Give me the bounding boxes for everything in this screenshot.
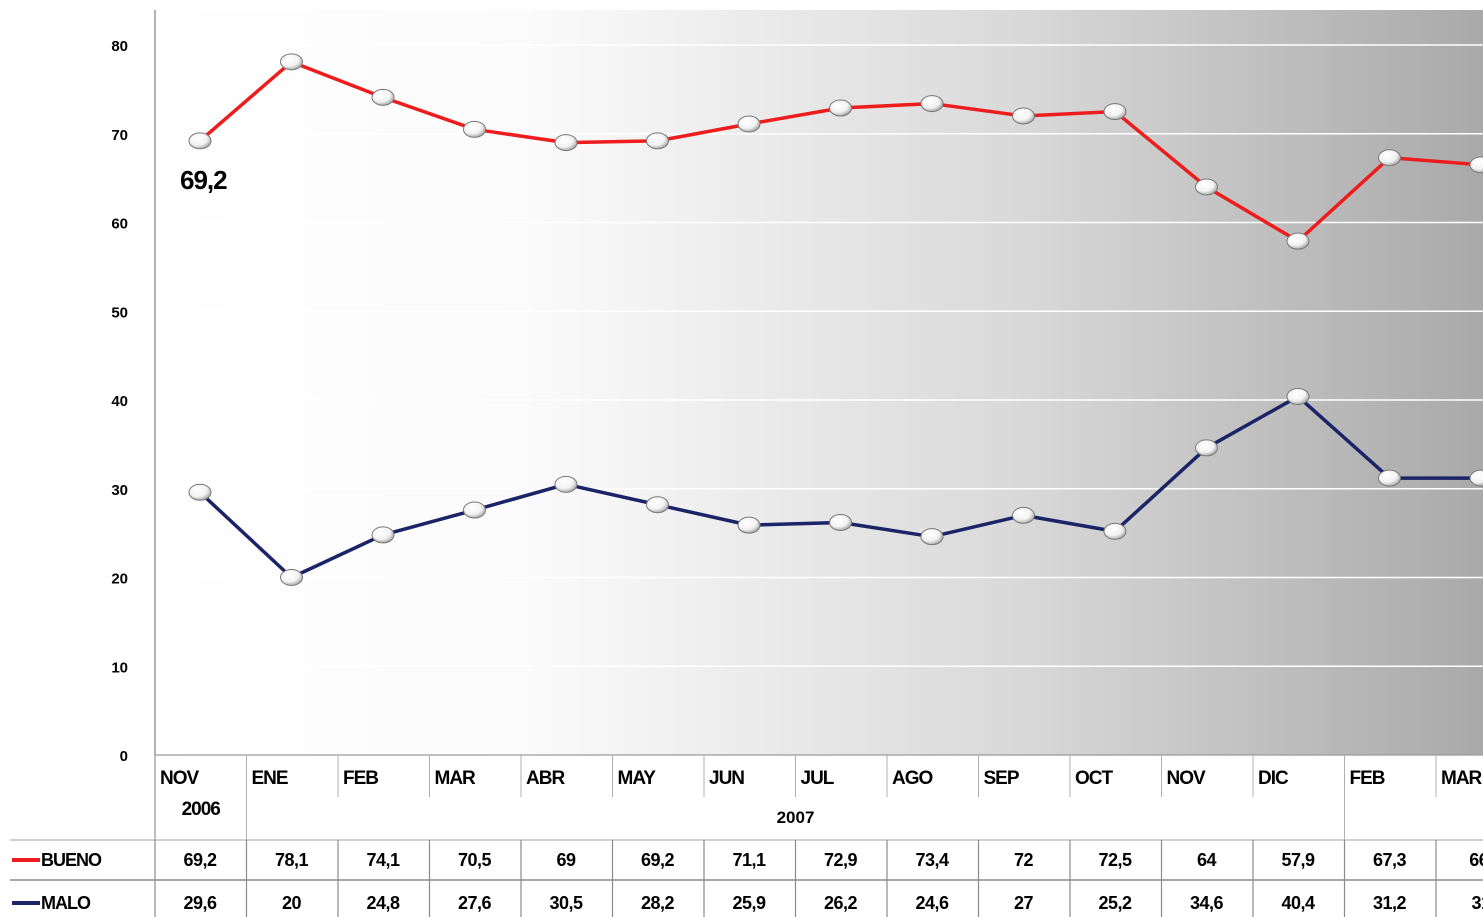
table-cell: 24,8 — [366, 893, 400, 913]
table-cell: 29,6 — [183, 893, 217, 913]
table-cell: 25,2 — [1098, 893, 1132, 913]
category-label: MAR — [1441, 768, 1483, 789]
table-cell: 27,6 — [458, 893, 492, 913]
data-point-bueno — [1195, 178, 1218, 196]
table-cell: 78,1 — [275, 850, 309, 870]
data-point-malo — [371, 526, 395, 544]
series-label-malo: MALO — [41, 893, 91, 913]
data-point-malo — [1012, 506, 1035, 524]
data-point-malo — [646, 496, 669, 514]
data-point-bueno — [1012, 107, 1035, 125]
table-cell: 74,1 — [366, 850, 400, 870]
data-point-bueno — [1469, 156, 1483, 174]
data-point-malo — [1469, 469, 1483, 487]
table-cell: 72,5 — [1098, 850, 1132, 870]
table-cell: 70,5 — [458, 850, 492, 870]
plot-area — [155, 10, 1483, 755]
data-point-bueno — [1378, 149, 1401, 167]
category-label: MAY — [618, 768, 657, 789]
gridlines — [155, 44, 1483, 668]
y-tick-label: 30 — [111, 482, 128, 499]
data-point-malo — [1378, 469, 1401, 487]
data-point-malo — [737, 516, 761, 534]
table-cell: 66, — [1469, 850, 1483, 870]
data-point-bueno — [188, 132, 212, 150]
table-cell: 40,4 — [1281, 893, 1315, 913]
data-point-malo — [554, 475, 578, 493]
table-cell: 28,2 — [641, 893, 675, 913]
table-cell: 67,3 — [1373, 850, 1407, 870]
year-label: 2007 — [777, 808, 815, 827]
y-tick-label: 60 — [111, 216, 128, 233]
y-tick-label: 0 — [120, 748, 128, 765]
category-label: MAR — [435, 768, 477, 789]
table-cell: 34,6 — [1190, 893, 1224, 913]
data-point-bueno — [646, 132, 669, 150]
data-point-bueno — [463, 120, 486, 138]
category-label: AGO — [892, 768, 933, 789]
data-table: NOV ENE FEB MAR ABR MAY JUN JUL AGO SEP OCT NOV DIC F… — [0, 754, 1483, 917]
table-cell: 31 — [1471, 893, 1483, 913]
data-point-bueno — [1103, 103, 1127, 121]
data-point-malo — [1103, 522, 1127, 540]
data-point-malo — [1195, 439, 1218, 457]
data-point-bueno — [371, 88, 395, 106]
y-tick-label: 10 — [111, 659, 128, 676]
start-value-annotation: 69,2 — [180, 165, 227, 195]
data-point-bueno — [829, 99, 852, 117]
year-label: 2006 — [182, 799, 221, 820]
category-label: ENE — [252, 768, 288, 789]
data-point-malo — [280, 569, 303, 586]
table-cell: 73,4 — [915, 850, 949, 870]
data-point-bueno — [920, 95, 944, 113]
y-tick-label: 20 — [111, 571, 128, 588]
table-cell: 69 — [556, 850, 576, 870]
table-cell: 72 — [1014, 850, 1034, 870]
category-label: OCT — [1075, 768, 1114, 789]
table-cell: 27 — [1014, 893, 1034, 913]
table-cell: 24,6 — [915, 893, 949, 913]
table-cell: 69,2 — [183, 850, 217, 870]
category-label: SEP — [984, 768, 1020, 789]
data-point-bueno — [554, 134, 578, 152]
table-cell: 25,9 — [732, 893, 766, 913]
table-cell: 71,1 — [732, 850, 766, 870]
table-cell: 30,5 — [549, 893, 583, 913]
table-cell: 72,9 — [824, 850, 858, 870]
data-point-malo — [829, 513, 852, 531]
y-tick-label: 50 — [111, 304, 128, 321]
category-label: FEB — [343, 768, 378, 789]
y-axis-ticks: 0 10 20 30 40 50 60 70 80 — [111, 38, 128, 765]
data-point-malo — [920, 528, 944, 546]
table-cell: 20 — [282, 893, 302, 913]
category-label: DIC — [1258, 768, 1289, 789]
data-point-bueno — [737, 115, 761, 133]
category-label: NOV — [160, 768, 200, 789]
category-label: NOV — [1167, 768, 1207, 789]
y-tick-label: 40 — [111, 393, 128, 410]
category-label: ABR — [526, 768, 565, 789]
category-label: JUL — [801, 768, 835, 789]
data-point-malo — [188, 483, 212, 501]
table-cell: 26,2 — [824, 893, 858, 913]
series-label-bueno: BUENO — [41, 850, 102, 870]
category-label: FEB — [1350, 768, 1385, 789]
y-tick-label: 80 — [111, 38, 128, 55]
data-point-malo — [463, 501, 486, 519]
table-cell: 57,9 — [1281, 850, 1315, 870]
data-point-bueno — [1286, 232, 1310, 250]
table-cell: 64 — [1197, 850, 1217, 870]
y-tick-label: 70 — [111, 127, 128, 144]
table-cell: 69,2 — [641, 850, 675, 870]
data-point-bueno — [280, 53, 303, 71]
table-cell: 31,2 — [1373, 893, 1407, 913]
series-markers — [188, 53, 1483, 586]
category-label: JUN — [709, 768, 744, 789]
table-background — [0, 840, 1483, 917]
data-point-malo — [1286, 387, 1310, 405]
